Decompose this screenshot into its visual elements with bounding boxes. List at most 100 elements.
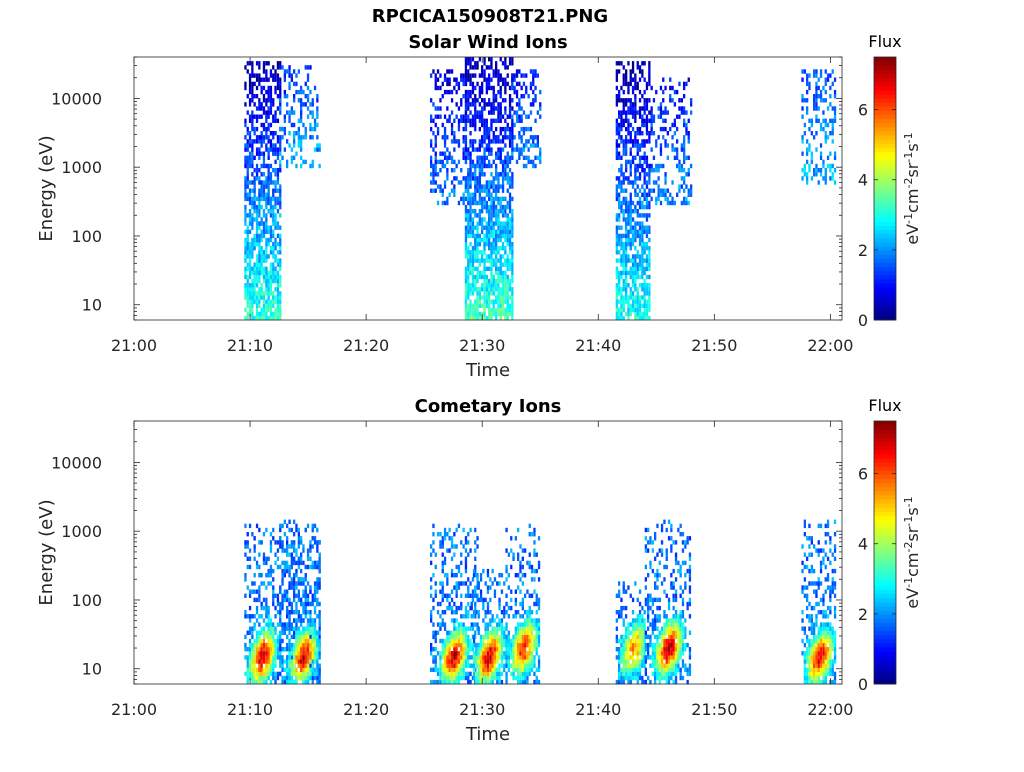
heatmap-cell bbox=[300, 664, 302, 668]
heatmap-cell bbox=[517, 659, 519, 663]
heatmap-cell bbox=[277, 106, 279, 110]
heatmap-cell bbox=[525, 86, 527, 90]
heatmap-cell bbox=[463, 627, 465, 631]
heatmap-cell bbox=[316, 635, 318, 639]
heatmap-cell bbox=[265, 230, 267, 234]
heatmap-cell bbox=[634, 143, 636, 147]
heatmap-cell bbox=[435, 135, 437, 139]
heatmap-cell bbox=[625, 73, 627, 77]
heatmap-cell bbox=[293, 544, 295, 548]
heatmap-cell bbox=[314, 598, 316, 602]
heatmap-cell bbox=[247, 127, 249, 131]
heatmap-cell bbox=[497, 172, 499, 176]
heatmap-cell bbox=[251, 668, 253, 672]
x-tick-label: 21:50 bbox=[691, 336, 737, 355]
heatmap-cell bbox=[300, 659, 302, 663]
heatmap-cell bbox=[676, 115, 678, 119]
heatmap-cell bbox=[625, 226, 627, 230]
heatmap-cell bbox=[503, 614, 505, 618]
heatmap-cell bbox=[526, 639, 528, 643]
heatmap-cell bbox=[524, 664, 526, 668]
heatmap-cell bbox=[295, 606, 297, 610]
heatmap-cell bbox=[479, 180, 481, 184]
heatmap-cell bbox=[460, 614, 462, 618]
heatmap-cell bbox=[442, 618, 444, 622]
heatmap-cell bbox=[472, 267, 474, 271]
heatmap-cell bbox=[251, 152, 253, 156]
heatmap-cell bbox=[465, 147, 467, 151]
heatmap-cell bbox=[483, 78, 485, 82]
heatmap-cell bbox=[533, 540, 535, 544]
colorbar-segment bbox=[874, 312, 896, 317]
heatmap-cell bbox=[532, 69, 534, 73]
heatmap-cell bbox=[676, 90, 678, 94]
heatmap-cell bbox=[637, 184, 639, 188]
heatmap-cell bbox=[300, 581, 302, 585]
heatmap-cell bbox=[483, 61, 485, 65]
heatmap-cell bbox=[641, 226, 643, 230]
heatmap-cell bbox=[316, 664, 318, 668]
heatmap-cell bbox=[254, 127, 256, 131]
heatmap-cell bbox=[479, 176, 481, 180]
heatmap-cell bbox=[509, 176, 511, 180]
heatmap-cell bbox=[518, 115, 520, 119]
heatmap-cell bbox=[490, 106, 492, 110]
heatmap-cell bbox=[270, 131, 272, 135]
heatmap-cell bbox=[430, 127, 432, 131]
heatmap-cell bbox=[651, 189, 653, 193]
heatmap-cell bbox=[683, 139, 685, 143]
heatmap-cell bbox=[627, 254, 629, 258]
heatmap-cell bbox=[298, 590, 300, 594]
heatmap-cell bbox=[261, 230, 263, 234]
heatmap-cell bbox=[532, 143, 534, 147]
heatmap-cell bbox=[251, 254, 253, 258]
heatmap-cell bbox=[632, 308, 634, 312]
heatmap-cell bbox=[529, 561, 531, 565]
heatmap-cell bbox=[474, 267, 476, 271]
heatmap-cell bbox=[536, 647, 538, 651]
heatmap-cell bbox=[496, 581, 498, 585]
heatmap-cell bbox=[688, 139, 690, 143]
heatmap-cell bbox=[511, 172, 513, 176]
heatmap-cell bbox=[500, 197, 502, 201]
heatmap-cell bbox=[481, 189, 483, 193]
heatmap-cell bbox=[534, 73, 536, 77]
heatmap-cell bbox=[265, 127, 267, 131]
heatmap-cell bbox=[493, 230, 495, 234]
heatmap-cell bbox=[620, 201, 622, 205]
heatmap-cell bbox=[507, 213, 509, 217]
heatmap-cell bbox=[268, 676, 270, 680]
heatmap-cell bbox=[500, 209, 502, 213]
heatmap-cell bbox=[531, 569, 533, 573]
heatmap-cell bbox=[487, 610, 489, 614]
heatmap-cell bbox=[263, 606, 265, 610]
heatmap-cell bbox=[261, 221, 263, 225]
heatmap-cell bbox=[465, 287, 467, 291]
heatmap-cell bbox=[625, 254, 627, 258]
heatmap-cell bbox=[516, 143, 518, 147]
heatmap-cell bbox=[472, 193, 474, 197]
heatmap-cell bbox=[511, 213, 513, 217]
heatmap-cell bbox=[293, 110, 295, 114]
heatmap-cell bbox=[616, 139, 618, 143]
heatmap-cell bbox=[288, 639, 290, 643]
heatmap-cell bbox=[639, 205, 641, 209]
heatmap-cell bbox=[512, 659, 514, 663]
heatmap-cell bbox=[247, 614, 249, 618]
heatmap-cell bbox=[244, 524, 246, 528]
heatmap-cell bbox=[525, 156, 527, 160]
heatmap-cell bbox=[249, 524, 251, 528]
heatmap-cell bbox=[263, 668, 265, 672]
heatmap-cell bbox=[529, 524, 531, 528]
heatmap-cell bbox=[249, 213, 251, 217]
heatmap-cell bbox=[497, 213, 499, 217]
heatmap-cell bbox=[509, 230, 511, 234]
heatmap-cell bbox=[498, 598, 500, 602]
heatmap-cell bbox=[302, 627, 304, 631]
heatmap-cell bbox=[505, 664, 507, 668]
heatmap-cell bbox=[256, 152, 258, 156]
heatmap-cell bbox=[806, 82, 808, 86]
heatmap-cell bbox=[277, 283, 279, 287]
heatmap-cell bbox=[319, 557, 321, 561]
heatmap-cell bbox=[437, 651, 439, 655]
